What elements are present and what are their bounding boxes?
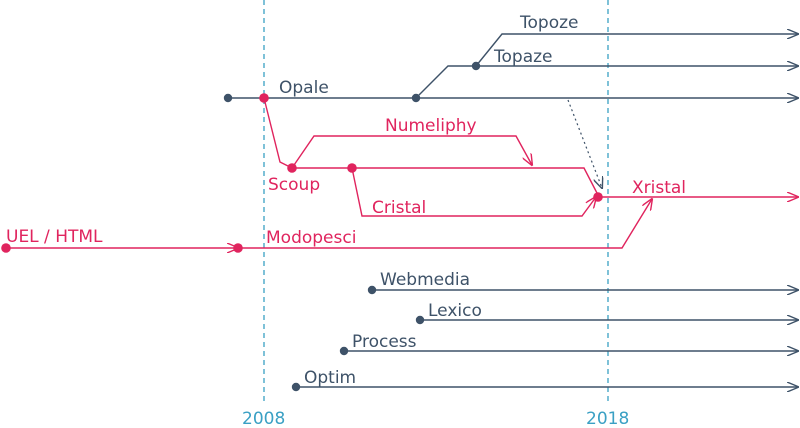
label-optim: Optim: [304, 368, 356, 388]
topoze-line: [475, 34, 798, 67]
uel-html-dot: [1, 243, 11, 253]
label-numeliphy: Numeliphy: [385, 116, 477, 136]
opale-start-dot: [223, 93, 233, 103]
opale-to-xristal-dotted: [567, 99, 602, 188]
label-xristal: Xristal: [632, 178, 686, 198]
process-dot: [339, 346, 349, 356]
label-cristal: Cristal: [372, 198, 426, 218]
label-uel-html: UEL / HTML: [6, 227, 103, 247]
year-label-2008: 2008: [242, 409, 285, 428]
cristal-dot: [347, 163, 357, 173]
label-opale: Opale: [279, 78, 329, 98]
lexico-dot: [415, 315, 425, 325]
webmedia-dot: [367, 285, 377, 295]
topoze-start-dot: [471, 61, 481, 71]
cristal-line: [351, 167, 596, 217]
label-webmedia: Webmedia: [380, 270, 470, 290]
xristal-dot: [593, 192, 603, 202]
label-lexico: Lexico: [428, 301, 482, 321]
scoup-dot: [287, 163, 297, 173]
topaze-line: [415, 66, 798, 99]
label-scoup: Scoup: [268, 175, 320, 195]
modopesci-dot: [233, 243, 243, 253]
topaze-start-dot: [411, 93, 421, 103]
optim-dot: [291, 382, 301, 392]
year-label-2018: 2018: [586, 409, 629, 428]
scoup-main-line: [292, 167, 599, 196]
opale-2008-dot: [259, 93, 269, 103]
modopesci-line: [238, 199, 652, 249]
label-topaze: Topaze: [493, 47, 553, 67]
label-topoze: Topoze: [519, 13, 578, 33]
label-process: Process: [352, 332, 417, 352]
numeliphy-line: [291, 135, 532, 169]
label-modopesci: Modopesci: [266, 228, 356, 248]
opale-to-scoup-line: [263, 97, 293, 169]
